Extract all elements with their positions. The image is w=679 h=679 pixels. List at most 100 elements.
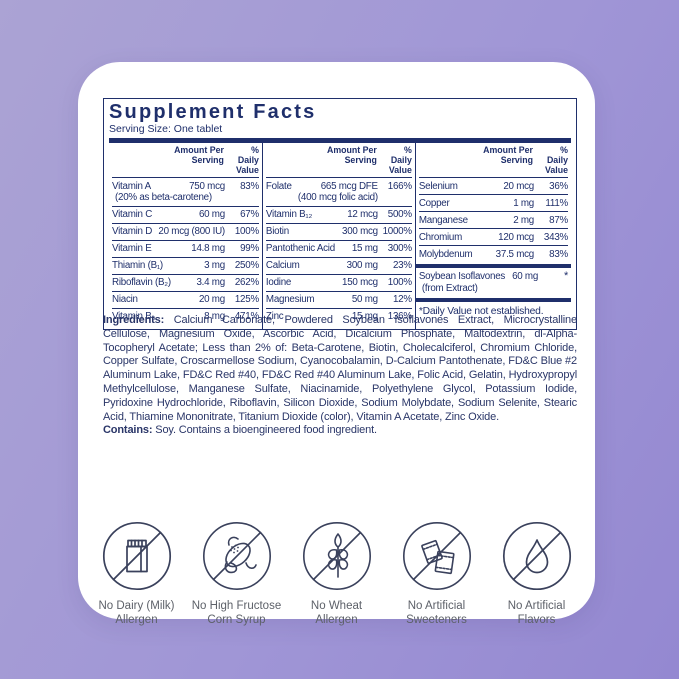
nutrient-row: Biotin 300 mcg 1000% bbox=[265, 222, 412, 240]
ingredients-text: Calcium Carbonate, Powdered Soybean Isof… bbox=[103, 314, 577, 423]
nutrient-name: Zinc bbox=[265, 311, 284, 322]
nutrient-amount: 8 mg bbox=[204, 311, 225, 322]
supplement-facts-panel: Supplement Facts Serving Size: One table… bbox=[103, 98, 577, 330]
nutrient-row: Vitamin C 60 mg 67% bbox=[112, 205, 259, 223]
nutrient-row: Chromium 120 mcg 343% bbox=[418, 228, 568, 245]
nutrient-amount: 50 mg bbox=[351, 294, 378, 305]
nutrient-amount: 20 mcg (800 IU) bbox=[158, 226, 225, 237]
daily-value-footnote: *Daily Value not established. bbox=[418, 306, 544, 317]
badge-label: No Dairy (Milk) Allergen bbox=[98, 600, 175, 626]
daily-value-header: % Daily Value bbox=[545, 145, 568, 175]
nutrient-row: Riboflavin (B₂) 3.4 mg 262% bbox=[112, 273, 259, 291]
nutrient-rows: Folate 665 mcg DFE 166% (400 mcg folic acid… bbox=[265, 178, 412, 325]
nutrient-name: Vitamin C bbox=[112, 209, 153, 220]
ingredients-label: Ingredients: bbox=[103, 314, 165, 326]
badge-no-artificial-flavors: No Artificial Flavors bbox=[488, 520, 585, 627]
nutrient-row: Magnesium 50 mg 12% bbox=[265, 290, 412, 308]
nutrient-dv: 99% bbox=[240, 243, 259, 254]
badge-no-wheat: No Wheat Allergen bbox=[288, 520, 385, 627]
nutrient-amount: 60 mg bbox=[512, 271, 539, 282]
nutrient-amount: 1 mg bbox=[513, 197, 534, 209]
soybean-isoflavones-row: Soybean Isoflavones 60 mg * (from Extrac… bbox=[419, 268, 568, 296]
nutrient-row: Zinc 15 mg 136% bbox=[265, 307, 412, 325]
contains-label: Contains: bbox=[103, 424, 153, 437]
nutrient-amount: 750 mcg bbox=[189, 180, 225, 192]
nutrient-name: Thiamin (B₁) bbox=[112, 260, 163, 271]
nutrient-name: Vitamin A bbox=[112, 180, 151, 192]
badge-label: No Wheat Allergen bbox=[310, 600, 363, 626]
nutrient-name: Selenium bbox=[418, 180, 458, 192]
divider-bar bbox=[415, 264, 571, 268]
badge-label: No Artificial Sweeteners bbox=[406, 600, 467, 626]
nutrient-row: Thiamin (B₁) 3 mg 250% bbox=[112, 256, 259, 274]
nutrient-dv: 87% bbox=[549, 214, 568, 226]
nutrient-dv: 12% bbox=[392, 294, 412, 305]
column-header: Amount Per Serving % Daily Value bbox=[265, 143, 412, 178]
ingredients-paragraph: Ingredients: Calcium Carbonate, Powdered… bbox=[103, 314, 577, 424]
nutrient-columns: Amount Per Serving % Daily Value Vitamin… bbox=[109, 143, 571, 329]
nutrient-dv: 166% bbox=[387, 180, 412, 192]
nutrient-amount: 120 mcg bbox=[498, 231, 534, 243]
nutrient-dv: 67% bbox=[240, 209, 259, 220]
nutrient-amount: 20 mg bbox=[198, 294, 225, 305]
nutrient-name: Folate bbox=[265, 180, 292, 192]
nutrient-dv: 250% bbox=[234, 260, 259, 271]
nutrient-amount: 14.8 mg bbox=[191, 243, 225, 254]
badge-no-dairy: No Dairy (Milk) Allergen bbox=[88, 520, 185, 627]
nutrient-name: Vitamin D bbox=[112, 226, 153, 237]
badge-label: No High Fructose Corn Syrup bbox=[191, 600, 282, 626]
nutrient-amount: 15 mg bbox=[351, 243, 378, 254]
nutrient-dv: 100% bbox=[234, 226, 259, 237]
label-card: Supplement Facts Serving Size: One table… bbox=[78, 62, 595, 626]
badge-no-artificial-sweeteners: No Artificial Sweeteners bbox=[388, 520, 485, 627]
nutrient-rows: Vitamin A 750 mcg 83% (20% as beta-carotene… bbox=[112, 178, 259, 325]
nutrient-name: Vitamin B₆ bbox=[112, 311, 156, 322]
nutrient-name: Iodine bbox=[265, 277, 292, 288]
column-header: Amount Per Serving % Daily Value bbox=[112, 143, 259, 178]
no-wheat-icon bbox=[302, 521, 371, 591]
nutrient-name: Copper bbox=[418, 197, 450, 209]
nutrient-dv: 262% bbox=[234, 277, 259, 288]
nutrient-amount: 665 mcg DFE bbox=[320, 180, 378, 192]
no-dairy-icon bbox=[102, 521, 171, 591]
nutrient-row: Vitamin A 750 mcg 83% (20% as beta-carotene… bbox=[112, 178, 259, 206]
nutrient-dv: 125% bbox=[234, 294, 259, 305]
nutrient-row: Pantothenic Acid 15 mg 300% bbox=[265, 239, 412, 257]
nutrient-dv: 471% bbox=[234, 311, 259, 322]
nutrient-row: Vitamin E 14.8 mg 99% bbox=[112, 239, 259, 257]
nutrient-name: Vitamin B₁₂ bbox=[265, 209, 313, 220]
ingredients-section: Ingredients: Calcium Carbonate, Powdered… bbox=[103, 314, 577, 438]
nutrient-dv: 83% bbox=[240, 180, 259, 192]
nutrient-column-1: Amount Per Serving % Daily Value Vitamin… bbox=[109, 143, 262, 329]
nutrient-dv: 300% bbox=[387, 243, 412, 254]
no-artificial-sweeteners-icon bbox=[402, 521, 471, 591]
nutrient-row: Copper 1 mg 111% bbox=[418, 194, 568, 211]
nutrient-name: Molybdenum bbox=[418, 248, 473, 260]
contains-paragraph: Contains: Soy. Contains a bioengineered … bbox=[103, 424, 577, 438]
nutrient-row: Molybdenum 37.5 mcg 83% bbox=[418, 245, 568, 262]
nutrient-name: Pantothenic Acid bbox=[265, 243, 335, 254]
nutrient-row: Iodine 150 mcg 100% bbox=[265, 273, 412, 291]
divider-bar bbox=[109, 138, 571, 143]
nutrient-subtext: (400 mcg folic acid) bbox=[297, 192, 378, 203]
nutrient-dv: 36% bbox=[549, 180, 568, 192]
serving-size: Serving Size: One tablet bbox=[109, 123, 223, 135]
nutrient-name: Manganese bbox=[418, 214, 468, 226]
nutrient-row: Folate 665 mcg DFE 166% (400 mcg folic acid… bbox=[266, 178, 412, 206]
nutrient-subtext: (from Extract) bbox=[421, 282, 478, 294]
nutrient-amount: 15 mg bbox=[351, 311, 378, 322]
nutrient-name: Chromium bbox=[418, 231, 463, 243]
daily-value-header: % Daily Value bbox=[388, 145, 412, 175]
amount-per-serving-header: Amount Per Serving bbox=[326, 145, 377, 165]
divider-bar bbox=[415, 298, 571, 302]
nutrient-amount: 20 mcg bbox=[503, 180, 534, 192]
nutrient-amount: 2 mg bbox=[513, 214, 534, 226]
nutrient-row: Calcium 300 mg 23% bbox=[265, 256, 412, 274]
nutrient-name: Calcium bbox=[265, 260, 300, 271]
panel-title: Supplement Facts bbox=[109, 101, 317, 123]
nutrient-dv: 100% bbox=[387, 277, 412, 288]
nutrient-dv: * bbox=[563, 270, 568, 282]
daily-value-header: % Daily Value bbox=[235, 145, 259, 175]
column-header: Amount Per Serving % Daily Value bbox=[418, 143, 568, 178]
